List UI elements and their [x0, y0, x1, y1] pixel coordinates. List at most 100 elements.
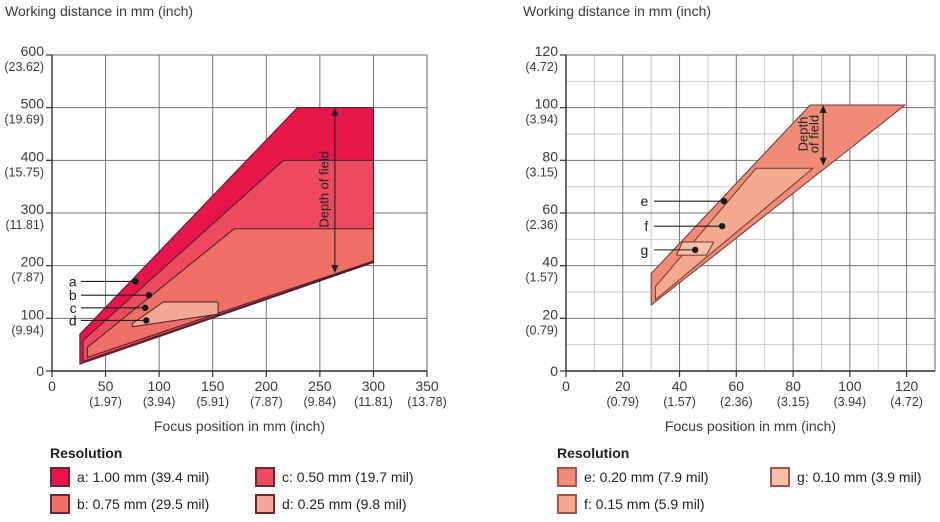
y-tick-label: 100 [535, 96, 559, 112]
dof-label: Depth of field [316, 151, 331, 228]
y-tick-label: 400 [21, 148, 45, 164]
x-tick-label: 0 [562, 378, 570, 394]
x-tick-inch-label: (3.94) [834, 395, 867, 409]
y-tick-label: 500 [21, 96, 45, 112]
dof-label: Depth [795, 117, 810, 152]
pointer-dot [720, 197, 728, 205]
x-tick-inch-label: (11.81) [354, 395, 393, 409]
legend-item-f: f: 0.15 mm (5.9 mil) [557, 494, 705, 514]
y-tick-label: 300 [21, 201, 45, 217]
x-axis-title: Focus position in mm (inch) [154, 418, 325, 434]
dof-arrowhead-bottom [331, 265, 339, 274]
right-chart-title: Working distance in mm (inch) [523, 3, 712, 19]
y-tick-label: 600 [21, 43, 45, 59]
legend-swatch-e [557, 467, 577, 487]
y-tick-inch-label: (15.75) [4, 165, 44, 179]
pointer-label: a [69, 273, 77, 289]
x-tick-inch-label: (1.97) [89, 395, 122, 409]
pointer-label: e [641, 193, 649, 209]
left-chart-title: Working distance in mm (inch) [5, 3, 194, 19]
legend-item-d: d: 0.25 mm (9.8 mil) [255, 494, 406, 514]
legend-label-e: e: 0.20 mm (7.9 mil) [584, 469, 709, 485]
x-tick-label: 200 [255, 378, 279, 394]
pointer-dot [691, 246, 699, 254]
y-tick-inch-label: (2.36) [525, 218, 558, 232]
x-tick-label: 80 [785, 378, 801, 394]
x-tick-label: 100 [838, 378, 862, 394]
region-c [86, 228, 374, 358]
y-tick-label: 200 [21, 254, 45, 270]
legend-title: Resolution [50, 445, 123, 461]
x-tick-label: 0 [48, 378, 56, 394]
x-tick-inch-label: (7.87) [250, 395, 283, 409]
x-tick-label: 300 [362, 378, 386, 394]
region-e [650, 104, 906, 306]
legend-item-c: c: 0.50 mm (19.7 mil) [255, 467, 413, 487]
legend-swatch-b [50, 494, 70, 514]
y-tick-label: 120 [535, 43, 559, 59]
x-tick-inch-label: (3.94) [143, 395, 176, 409]
legend-item-a: a: 1.00 mm (39.4 mil) [50, 467, 209, 487]
pointer-label: b [69, 287, 77, 303]
legend-label-d: d: 0.25 mm (9.8 mil) [282, 496, 407, 512]
legend-swatch-g [770, 467, 790, 487]
pointer-dot [143, 317, 150, 324]
y-tick-label: 20 [542, 306, 558, 322]
y-tick-inch-label: (0.79) [525, 323, 558, 337]
legend-item-b: b: 0.75 mm (29.5 mil) [50, 494, 209, 514]
x-tick-inch-label: (2.36) [720, 395, 753, 409]
legend-label-g: g: 0.10 mm (3.9 mil) [797, 469, 922, 485]
x-axis-title: Focus position in mm (inch) [665, 418, 836, 434]
pointer-label: c [70, 300, 77, 316]
x-tick-inch-label: (4.72) [890, 395, 923, 409]
dof-label: of field [807, 115, 822, 153]
x-tick-inch-label: (1.57) [663, 395, 696, 409]
y-tick-label: 100 [21, 306, 45, 322]
y-tick-label: 40 [542, 254, 558, 270]
y-tick-inch-label: (1.57) [525, 271, 558, 285]
pointer-dot [145, 291, 153, 299]
legend-item-g: g: 0.10 mm (3.9 mil) [770, 467, 921, 487]
x-tick-label: 350 [415, 378, 439, 394]
x-tick-inch-label: (3.15) [777, 395, 810, 409]
x-tick-label: 20 [615, 378, 631, 394]
legend-swatch-c [255, 467, 275, 487]
x-tick-label: 100 [147, 378, 171, 394]
pointer-dot [142, 304, 149, 311]
dof-arrowhead-top [819, 105, 827, 114]
x-tick-label: 150 [201, 378, 225, 394]
y-tick-label: 0 [36, 363, 44, 379]
x-tick-inch-label: (9.84) [304, 395, 337, 409]
x-tick-inch-label: (5.91) [196, 395, 229, 409]
x-tick-inch-label: (0.79) [606, 395, 639, 409]
x-tick-label: 120 [895, 378, 919, 394]
y-tick-label: 0 [550, 363, 558, 379]
pointer-dot [132, 278, 139, 285]
legend-title: Resolution [557, 445, 630, 461]
pointer-label: d [69, 312, 77, 328]
y-tick-inch-label: (3.15) [525, 165, 558, 179]
y-tick-inch-label: (19.69) [4, 113, 44, 127]
x-tick-label: 60 [729, 378, 745, 394]
x-tick-inch-label: (13.78) [407, 395, 447, 409]
region-d [131, 301, 219, 328]
legend-swatch-f [557, 494, 577, 514]
x-tick-label: 50 [98, 378, 114, 394]
y-tick-inch-label: (23.62) [4, 60, 44, 74]
y-tick-label: 60 [542, 201, 558, 217]
pointer-label: g [641, 242, 649, 258]
pointer-label: f [644, 218, 648, 234]
legend-item-e: e: 0.20 mm (7.9 mil) [557, 467, 708, 487]
legend-swatch-a [50, 467, 70, 487]
pointer-dot [718, 222, 726, 230]
y-tick-inch-label: (11.81) [5, 218, 44, 232]
legend-label-f: f: 0.15 mm (5.9 mil) [584, 496, 705, 512]
legend-swatch-d [255, 494, 275, 514]
dof-arrowhead-bottom [819, 157, 827, 166]
legend-label-c: c: 0.50 mm (19.7 mil) [282, 469, 414, 485]
y-tick-label: 80 [542, 148, 558, 164]
